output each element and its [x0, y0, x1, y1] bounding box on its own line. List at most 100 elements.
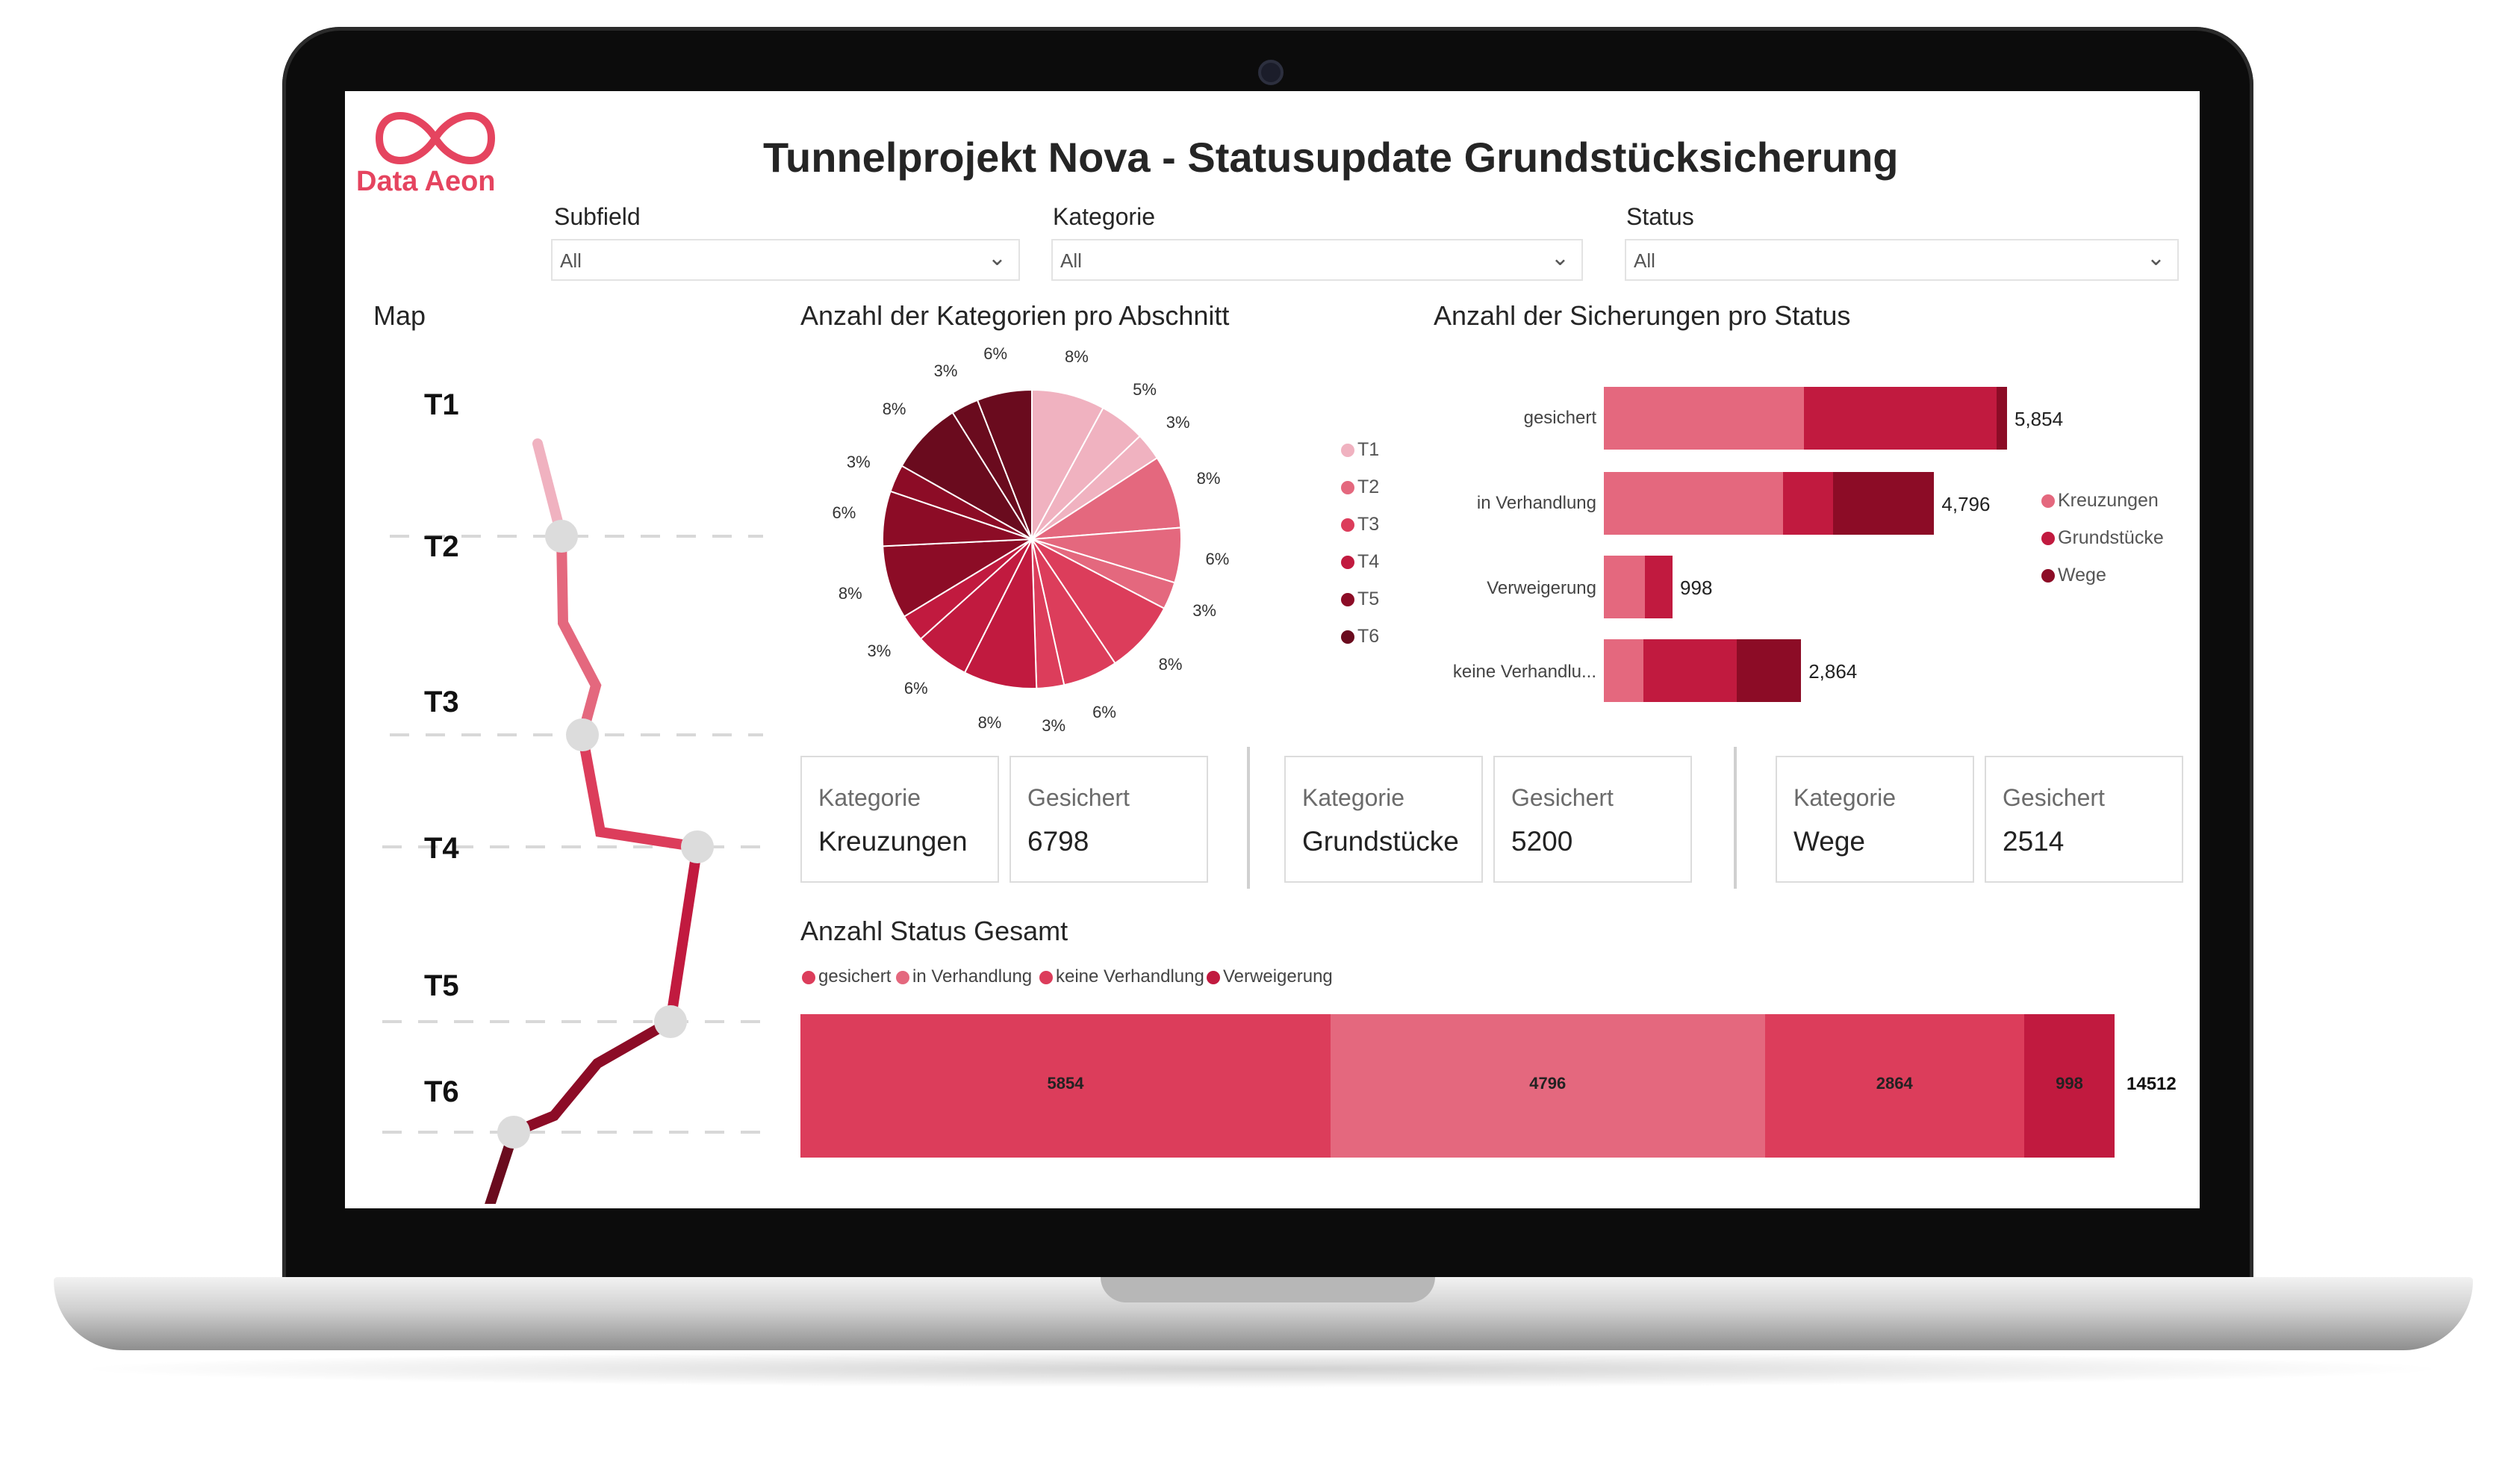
pie-slice-label: 3%	[867, 642, 892, 661]
infinity-icon	[375, 112, 496, 164]
pie-slice-label: 3%	[933, 361, 958, 380]
pie-slice[interactable]	[1031, 456, 1182, 540]
map-node	[566, 718, 599, 751]
map-section-t5: T5	[424, 969, 459, 1002]
pie-slice[interactable]	[900, 411, 1033, 540]
legend-dot	[1207, 970, 1220, 984]
status-total-segment[interactable]: 5854	[800, 1014, 1331, 1158]
legend-dot	[1341, 556, 1354, 570]
pie-slice-label: 3%	[1192, 600, 1216, 620]
total-legend-in-verhandlung[interactable]: in Verhandlung	[896, 966, 1032, 987]
status-total-segment[interactable]: 4796	[1330, 1014, 1765, 1158]
legend-dot	[2041, 532, 2055, 546]
legend-dot	[1341, 444, 1354, 458]
status-bar-total: 4,796	[1941, 493, 1991, 515]
card-divider	[1247, 747, 1250, 889]
map-node	[681, 830, 714, 863]
card-value: 6798	[1027, 826, 1089, 857]
status-bar-segment[interactable]	[1803, 387, 1997, 450]
total-legend-keine-verhandlung[interactable]: keine Verhandlung	[1039, 966, 1204, 987]
card-value: 2514	[2003, 826, 2065, 857]
pie-legend-t5[interactable]: T5	[1341, 588, 1379, 610]
pie-slice-label: 3%	[1166, 412, 1190, 432]
status-legend-grundstuecke[interactable]: Grundstücke	[2041, 527, 2164, 549]
card-gesichert-wege: Gesichert 2514	[1985, 756, 2183, 883]
status-bar-segment[interactable]	[1737, 639, 1802, 702]
status-bar-segment[interactable]	[1645, 556, 1673, 618]
pie-slice-label: 8%	[1196, 469, 1221, 488]
map-section-t6: T6	[424, 1075, 459, 1108]
map-node	[497, 1116, 530, 1149]
pie-chart	[882, 388, 1182, 689]
pie-slice[interactable]	[963, 538, 1038, 689]
pie-slice-label: 6%	[903, 679, 928, 698]
map-node	[545, 520, 578, 553]
status-bar-segment[interactable]	[1604, 639, 1643, 702]
legend-dot	[896, 970, 909, 984]
chevron-down-icon: ⌄	[987, 246, 1007, 270]
map-section-t2: T2	[424, 530, 459, 563]
pie-slice[interactable]	[976, 388, 1033, 540]
legend-dot	[1341, 630, 1354, 645]
total-legend-gesichert[interactable]: gesichert	[802, 966, 891, 987]
status-bar-segment[interactable]	[1996, 387, 2007, 450]
card-label: Kategorie	[818, 784, 921, 811]
filter-status-dropdown[interactable]: All ⌄	[1625, 239, 2179, 281]
card-kategorie-kreuzungen: Kategorie Kreuzungen	[800, 756, 999, 883]
pie-slice[interactable]	[1031, 538, 1166, 665]
status-total-value: 14512	[2127, 1074, 2177, 1094]
status-bar-total: 998	[1680, 577, 1713, 599]
pie-slice[interactable]	[882, 538, 1033, 618]
status-total-segment-label: 4796	[1529, 1074, 1567, 1093]
status-chart-title: Anzahl der Sicherungen pro Status	[1434, 300, 1851, 331]
status-legend-kreuzungen[interactable]: Kreuzungen	[2041, 490, 2159, 512]
pie-legend-t2[interactable]: T2	[1341, 476, 1379, 498]
status-legend-wege[interactable]: Wege	[2041, 565, 2106, 586]
legend-dot	[2041, 494, 2055, 509]
chevron-down-icon: ⌄	[2146, 246, 2165, 270]
filter-subfield-value: All	[560, 249, 582, 272]
card-label: Kategorie	[1302, 784, 1404, 811]
status-bar-segment[interactable]	[1604, 387, 1804, 450]
status-bar-segment[interactable]	[1782, 472, 1834, 535]
pie-legend-t1[interactable]: T1	[1341, 439, 1379, 461]
map-title: Map	[373, 300, 426, 331]
card-value: 5200	[1511, 826, 1573, 857]
status-bar-label: in Verhandlung	[1476, 493, 1596, 513]
pie-slice-label: 3%	[1042, 716, 1066, 736]
status-total-segment-label: 5854	[1047, 1074, 1084, 1093]
card-value: Grundstücke	[1302, 826, 1459, 857]
card-kategorie-wege: Kategorie Wege	[1776, 756, 1974, 883]
status-bar-segment[interactable]	[1604, 472, 1783, 535]
chevron-down-icon: ⌄	[1550, 246, 1569, 270]
status-total-segment[interactable]: 2864	[1764, 1014, 2024, 1158]
laptop-notch	[1101, 1277, 1435, 1302]
filter-subfield-dropdown[interactable]: All ⌄	[551, 239, 1020, 281]
pie-slice-label: 8%	[882, 400, 906, 418]
filter-status-label: Status	[1626, 203, 1694, 230]
pie-legend-t4[interactable]: T4	[1341, 551, 1379, 573]
total-legend-verweigerung[interactable]: Verweigerung	[1207, 966, 1333, 987]
status-total-segment[interactable]: 998	[2023, 1014, 2115, 1158]
brand-name: Data Aeon	[356, 166, 496, 197]
status-total-title: Anzahl Status Gesamt	[800, 916, 1068, 946]
status-bar-segment[interactable]	[1604, 556, 1646, 618]
status-bar-segment[interactable]	[1643, 639, 1737, 702]
card-gesichert-kreuzungen: Gesichert 6798	[1009, 756, 1208, 883]
legend-dot	[1341, 481, 1354, 495]
pie-chart-title: Anzahl der Kategorien pro Abschnitt	[800, 300, 1230, 331]
filter-kategorie-label: Kategorie	[1053, 203, 1155, 230]
status-bar-label: Verweigerung	[1487, 578, 1596, 598]
filter-kategorie-dropdown[interactable]: All ⌄	[1051, 239, 1583, 281]
card-label: Kategorie	[1793, 784, 1896, 811]
status-bar-segment[interactable]	[1833, 472, 1935, 535]
pie-legend-t6[interactable]: T6	[1341, 626, 1379, 647]
pie-slice-label: 8%	[1158, 655, 1183, 674]
pie-slice[interactable]	[1031, 388, 1104, 540]
filter-status-value: All	[1634, 249, 1655, 272]
pie-slice-label: 3%	[846, 453, 871, 472]
pie-slice-label: 6%	[1205, 550, 1230, 569]
filter-kategorie-value: All	[1060, 249, 1082, 272]
pie-legend-t3[interactable]: T3	[1341, 514, 1379, 535]
status-bar-total: 5,854	[2015, 408, 2064, 430]
